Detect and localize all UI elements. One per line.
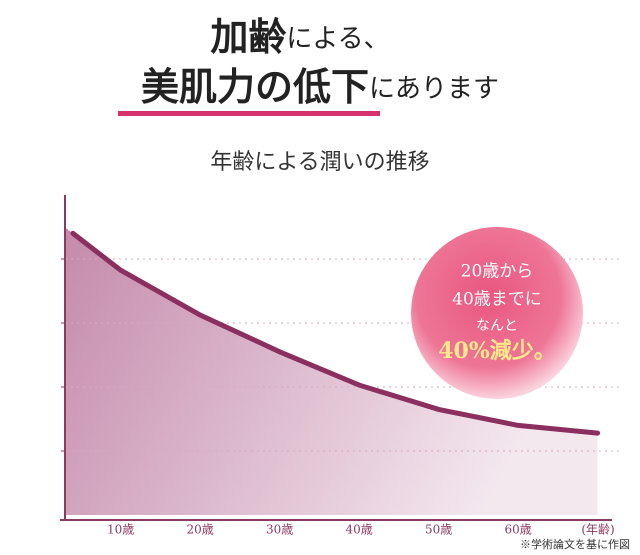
underline	[118, 111, 380, 116]
callout-text: 40%減少。	[438, 338, 556, 364]
headline-strong: 美肌力の低下	[141, 64, 369, 109]
x-tick-label: 60歳	[504, 523, 531, 537]
chart-title: 年齢による潤いの推移	[210, 150, 429, 175]
callout-text: 20歳から	[461, 262, 534, 282]
x-tick-label: 30歳	[266, 523, 293, 537]
headline-strong: 加齢	[210, 14, 286, 59]
headline-normal: にあります	[369, 74, 499, 104]
callout-text: なんと	[476, 318, 518, 334]
callout-circle	[411, 227, 583, 399]
x-axis-label: (年齢)	[581, 522, 614, 537]
callout-text: 40歳までに	[452, 290, 542, 310]
x-tick-label: 50歳	[425, 523, 452, 537]
headline-normal: による、	[286, 24, 389, 54]
area	[65, 227, 598, 515]
x-tick-label: 20歳	[187, 523, 214, 537]
x-tick-label: 40歳	[345, 523, 372, 537]
x-tick-label: 10歳	[107, 523, 134, 537]
note: ※学術論文を基に作図	[520, 537, 630, 551]
headline-1: 加齢による、	[210, 14, 389, 59]
line	[70, 230, 601, 436]
headline-2: 美肌力の低下にあります	[141, 64, 499, 109]
